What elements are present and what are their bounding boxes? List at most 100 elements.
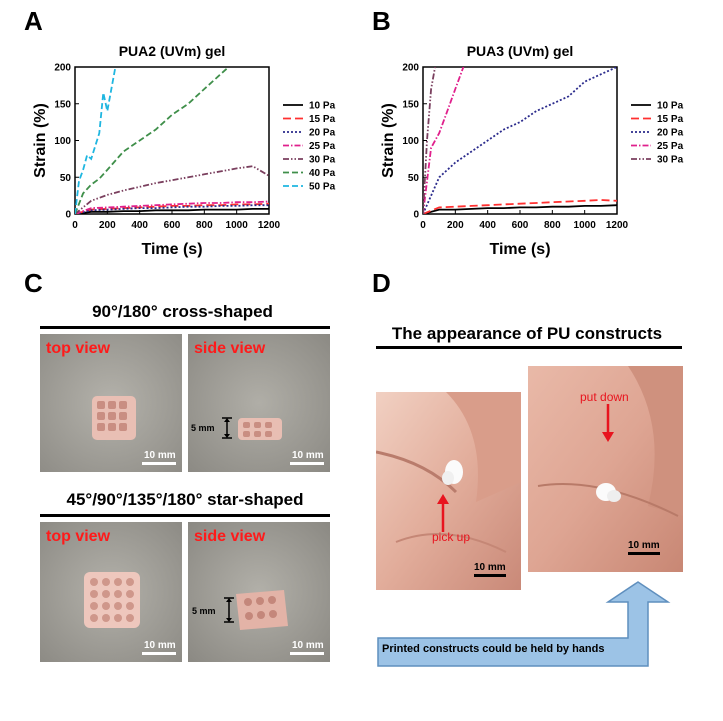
chart-a-y-axis-label: Strain (%)	[32, 103, 49, 178]
chart-b-plot-frame	[422, 66, 618, 215]
photo-cross-top: top view 10 mm	[40, 334, 182, 472]
chart-a-y-tick-label: 0	[65, 210, 71, 221]
chart-b-x-tick-label: 0	[420, 220, 426, 231]
chart-a-series-25-pa	[75, 200, 269, 214]
chart-b-legend-label: 15 Pa	[657, 114, 684, 125]
put-down-arrow-icon	[602, 404, 614, 442]
photo-pick-up: pick up 10 mm	[376, 392, 521, 590]
panel-letter-d: D	[372, 268, 391, 298]
star-side-scale-bar	[290, 652, 324, 655]
pick-up-scale-bar	[474, 574, 506, 577]
star-side-image	[188, 522, 330, 662]
chart-a-x-tick-label: 400	[131, 220, 148, 231]
appearance-title: The appearance of PU constructs	[391, 324, 663, 343]
chart-a-series-15-pa	[75, 202, 269, 214]
chart-a-x-tick-label: 1000	[226, 220, 249, 231]
pick-up-scale-text: 10 mm	[474, 562, 506, 573]
chart-b-title: PUA3 (UVm) gel	[467, 43, 574, 59]
chart-a-legend-label: 40 Pa	[309, 168, 336, 179]
chart-b-y-tick-label: 50	[408, 173, 420, 184]
appearance-rule	[376, 346, 682, 349]
chart-a-legend-label: 25 Pa	[309, 141, 336, 152]
chart-b-x-tick-label: 1200	[606, 220, 629, 231]
panel-letter-a: A	[24, 6, 43, 36]
chart-a-series-20-pa	[75, 204, 269, 214]
star-side-view-label: side view	[194, 528, 266, 545]
chart-a-svg: PUA2 (UVm) gel 0 200 400 600 800 1000 1200 0 50 10…	[32, 43, 336, 258]
chart-a-series-40-pa	[75, 67, 230, 214]
star-top-scale-bar	[142, 652, 176, 655]
star-side-5mm-text: 5 mm	[192, 606, 216, 616]
chart-b-svg: PUA3 (UVm) gel 0 200 400 600 800 1000 1200 0 50 10…	[380, 43, 684, 258]
chart-b-legend-label: 10 Pa	[657, 101, 684, 112]
cross-top-scale-bar	[142, 462, 176, 465]
chart-b-x-tick-label: 200	[447, 220, 464, 231]
chart-b: PUA3 (UVm) gel 0 200 400 600 800 1000 1200 0 50 10…	[366, 40, 706, 265]
put-down-scale-bar	[628, 552, 660, 555]
chart-b-x-axis-label: Time (s)	[489, 241, 550, 258]
photo-star-top: top view 10 mm	[40, 522, 182, 662]
put-down-scale-text: 10 mm	[628, 540, 660, 551]
chart-b-x-tick-label: 600	[512, 220, 529, 231]
chart-a-series-50-pa	[75, 67, 117, 214]
chart-a-series-30-pa	[75, 165, 269, 214]
pick-up-arrow-icon	[437, 494, 449, 532]
star-top-view-label: top view	[46, 528, 111, 545]
chart-b-y-tick-label: 100	[402, 136, 419, 147]
cross-rule	[40, 326, 330, 329]
chart-b-series-25-pa	[423, 67, 465, 214]
cross-side-image	[188, 334, 330, 472]
cross-side-view-label: side view	[194, 340, 266, 357]
chart-b-series-10-pa	[423, 204, 617, 214]
chart-b-x-tick-label: 800	[544, 220, 561, 231]
chart-b-y-tick-label: 150	[402, 99, 419, 110]
chart-b-legend-label: 25 Pa	[657, 141, 684, 152]
chart-b-series-15-pa	[423, 199, 617, 214]
chart-b-x-tick-label: 400	[479, 220, 496, 231]
chart-a-legend-label: 50 Pa	[309, 182, 336, 193]
panel-letter-c: C	[24, 268, 43, 298]
cross-side-scale-bar	[290, 462, 324, 465]
chart-a-y-tick-label: 200	[54, 63, 71, 74]
put-down-hand-image	[528, 366, 683, 572]
pick-up-label: pick up	[432, 530, 471, 544]
chart-a-x-tick-label: 1200	[258, 220, 281, 231]
star-top-image	[40, 522, 182, 662]
chart-a-y-tick-label: 100	[54, 136, 71, 147]
chart-a-y-tick-label: 50	[60, 173, 72, 184]
chart-b-series-30-pa	[423, 67, 436, 214]
chart-a-x-tick-label: 600	[164, 220, 181, 231]
chart-a-legend-label: 10 Pa	[309, 101, 336, 112]
chart-a-x-axis-label: Time (s)	[141, 241, 202, 258]
chart-b-series-20-pa	[423, 67, 617, 214]
star-side-scale-text: 10 mm	[292, 640, 324, 651]
star-top-scale-text: 10 mm	[144, 640, 176, 651]
photo-put-down: put down 10 mm	[528, 366, 683, 572]
caption-arrow-icon	[377, 581, 671, 667]
cross-shaped-title: 90°/180° cross-shaped	[92, 302, 273, 321]
chart-a: PUA2 (UVm) gel 0 200 400 600 800 1000 1200 0 50 10…	[18, 40, 358, 265]
photo-cross-side: side view 5 mm 10 mm	[188, 334, 330, 472]
chart-b-y-tick-label: 200	[402, 63, 419, 74]
chart-a-y-tick-label: 150	[54, 99, 71, 110]
chart-a-plot-frame	[74, 66, 270, 215]
pick-up-hand-image	[376, 392, 521, 590]
caption-text: Printed constructs could be held by hand…	[382, 643, 605, 655]
chart-a-legend-label: 15 Pa	[309, 114, 336, 125]
chart-a-x-tick-label: 200	[99, 220, 116, 231]
star-shaped-title: 45°/90°/135°/180° star-shaped	[66, 490, 304, 509]
chart-b-x-tick-label: 1000	[574, 220, 597, 231]
panel-letter-b: B	[372, 6, 391, 36]
cross-top-view-label: top view	[46, 340, 111, 357]
chart-b-legend-label: 20 Pa	[657, 128, 684, 139]
chart-a-series-10-pa	[75, 207, 269, 214]
cross-top-image	[40, 334, 182, 472]
chart-a-x-tick-label: 0	[72, 220, 78, 231]
chart-a-legend-label: 30 Pa	[309, 155, 336, 166]
chart-b-legend-label: 30 Pa	[657, 155, 684, 166]
cross-top-scale-text: 10 mm	[144, 450, 176, 461]
chart-a-x-tick-label: 800	[196, 220, 213, 231]
put-down-label: put down	[580, 390, 629, 404]
photo-star-side: side view 5 mm 10 mm	[188, 522, 330, 662]
star-rule	[40, 514, 330, 517]
